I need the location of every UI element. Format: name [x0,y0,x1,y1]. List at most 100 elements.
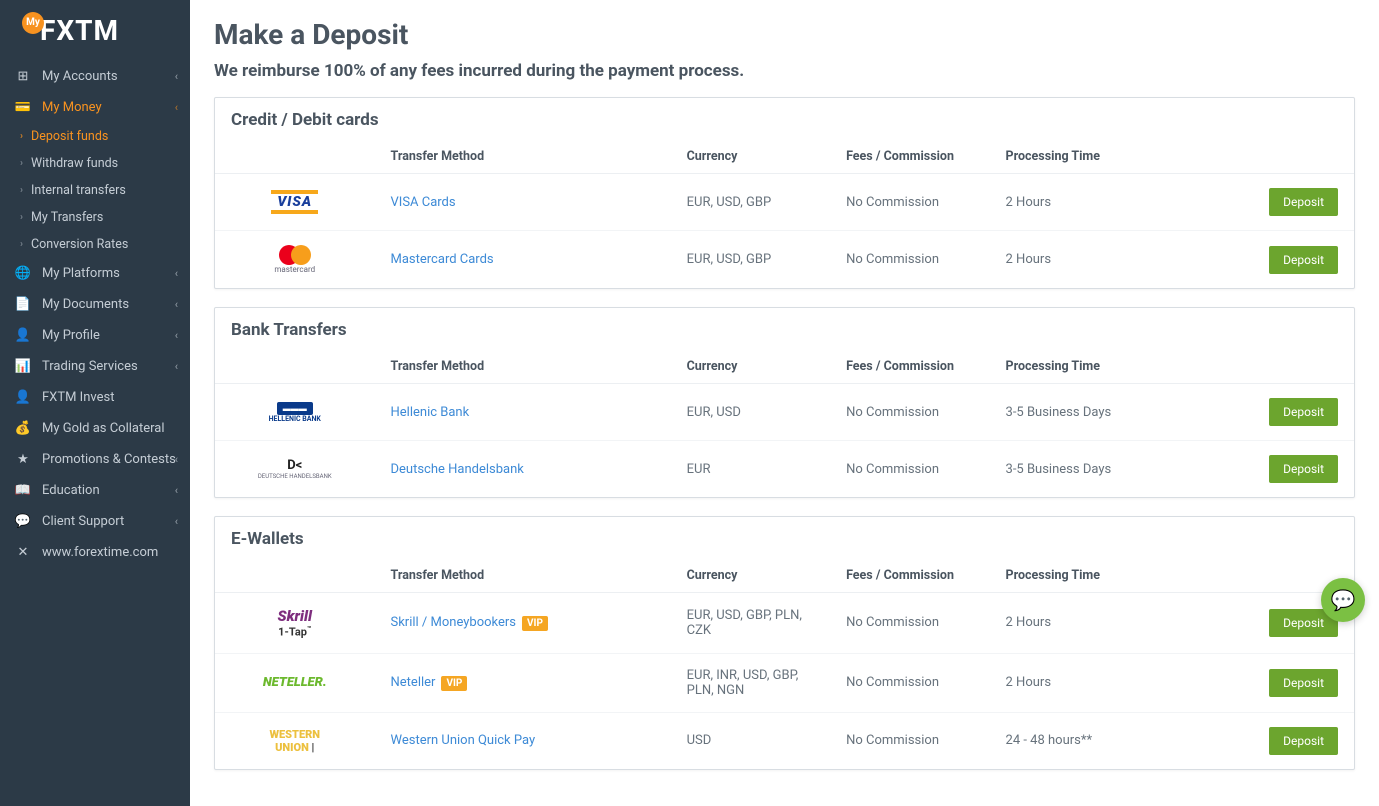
section-title: Bank Transfers [215,308,1354,350]
fees-cell: No Commission [830,174,989,231]
col-currency: Currency [671,350,830,384]
sidebar-item-gold[interactable]: 💰 My Gold as Collateral [0,413,190,444]
sidebar-item-label: My Documents [42,297,129,312]
table-row: WESTERNUNION | Western Union Quick Pay USD… [215,712,1354,769]
star-icon: ★ [14,452,32,467]
sidebar-item-platforms[interactable]: 🌐My Platforms‹ [0,258,190,289]
chevron-left-icon: ‹ [175,484,178,497]
section-title: E-Wallets [215,517,1354,559]
currency-cell: USD [671,712,830,769]
payment-method-link[interactable]: VISA Cards [391,195,456,210]
col-currency: Currency [671,140,830,174]
time-cell: 2 Hours [990,653,1218,712]
profile-icon: 👤 [14,328,32,343]
sidebar-subitem-label: My Transfers [31,210,103,225]
table-row: VISAVISA CardsEUR, USD, GBPNo Commission… [215,174,1354,231]
deposit-button[interactable]: Deposit [1269,455,1338,483]
education-icon: 📖 [14,483,32,498]
deposit-button[interactable]: Deposit [1269,188,1338,216]
payment-method-link[interactable]: Western Union Quick Pay [391,733,536,748]
col-fees: Fees / Commission [830,140,989,174]
currency-cell: EUR, USD, GBP [671,231,830,289]
section-title: Credit / Debit cards [215,98,1354,140]
payment-logo: ▬▬▬HELLENIC BANK [231,402,359,423]
col-method: Transfer Method [375,140,671,174]
sidebar-item-support[interactable]: 💬Client Support‹ [0,506,190,537]
sidebar-subitem[interactable]: ›My Transfers [0,204,190,231]
table-row: Skrill 1-Tap™ Skrill / Moneybookers VIP EUR… [215,593,1354,654]
payment-logo: D<DEUTSCHE HANDELSBANK [231,458,359,480]
payment-logo: WESTERNUNION | [231,728,359,754]
sidebar-item-invest[interactable]: 👤FXTM Invest [0,382,190,413]
page-subtitle: We reimburse 100% of any fees incurred d… [214,61,1355,81]
payment-method-link[interactable]: Skrill / Moneybookers [391,615,517,630]
fees-cell: No Commission [830,593,989,654]
payment-method-link[interactable]: Deutsche Handelsbank [391,462,524,477]
payment-method-link[interactable]: Neteller [391,675,436,690]
sidebar-item-education[interactable]: 📖 Education ‹ [0,475,190,506]
currency-cell: EUR [671,441,830,498]
sidebar-item-accounts[interactable]: ⊞ My Accounts ‹ [0,61,190,92]
sidebar-item-label: FXTM Invest [42,390,114,405]
time-cell: 2 Hours [990,231,1218,289]
gold-icon: 💰 [14,421,32,436]
table-row: NETELLER.NetellerVIPEUR, INR, USD, GBP, … [215,653,1354,712]
col-currency: Currency [671,559,830,593]
currency-cell: EUR, USD, GBP, PLN, CZK [671,593,830,654]
payment-table: Transfer MethodCurrencyFees / Commission… [215,559,1354,769]
deposit-button[interactable]: Deposit [1269,246,1338,274]
sidebar-item-star[interactable]: ★Promotions & Contests‹ [0,444,190,475]
col-timeca: Processing Time [990,350,1218,384]
money-icon: 💳 [14,100,32,115]
sidebar-subitem-label: Deposit funds [31,129,108,144]
main-content: Make a Deposit We reimburse 100% of any … [190,0,1379,806]
sidebar-item-label: Education [42,483,100,498]
chevron-right-icon: › [20,158,23,169]
logo-text: FXTM [40,14,119,47]
sidebar-subitem-label: Internal transfers [31,183,126,198]
sidebar-item-documents[interactable]: 📄My Documents‹ [0,289,190,320]
fees-cell: No Commission [830,712,989,769]
sidebar-subitem[interactable]: ›Withdraw funds [0,150,190,177]
sidebar-item-money[interactable]: 💳My Money‹ [0,92,190,123]
sidebar-item-profile[interactable]: 👤My Profile‹ [0,320,190,351]
fees-cell: No Commission [830,653,989,712]
sidebar-item-label: www.forextime.com [42,545,158,560]
chat-icon: 💬 [1331,588,1356,612]
col-method: Transfer Method [375,559,671,593]
table-row: ▬▬▬HELLENIC BANKHellenic BankEUR, USDNo … [215,384,1354,441]
table-row: mastercardMastercard CardsEUR, USD, GBPN… [215,231,1354,289]
sidebar-item-label: My Accounts [42,69,118,84]
logo[interactable]: My FXTM [0,0,190,61]
payment-logo: NETELLER. [231,675,359,690]
time-cell: 3-5 Business Days [990,441,1218,498]
payment-logo: Skrill 1-Tap™ [231,607,359,639]
sidebar-item-label: Trading Services [42,359,138,374]
payment-method-link[interactable]: Hellenic Bank [391,405,470,420]
deposit-button[interactable]: Deposit [1269,398,1338,426]
fees-cell: No Commission [830,231,989,289]
accounts-icon: ⊞ [14,69,32,84]
time-cell: 3-5 Business Days [990,384,1218,441]
chat-button[interactable]: 💬 [1321,578,1365,622]
deposit-button[interactable]: Deposit [1269,669,1338,697]
globe-icon: ✕ [14,545,32,560]
time-cell: 2 Hours [990,593,1218,654]
chevron-left-icon: ‹ [175,70,178,83]
sidebar-subitem[interactable]: ›Internal transfers [0,177,190,204]
payment-section: Credit / Debit cardsTransfer MethodCurre… [214,97,1355,289]
payment-method-link[interactable]: Mastercard Cards [391,252,494,267]
vip-badge: VIP [522,616,548,631]
deposit-button[interactable]: Deposit [1269,727,1338,755]
chevron-left-icon: ‹ [175,101,178,114]
sidebar-subitem[interactable]: ›Conversion Rates [0,231,190,258]
chevron-right-icon: › [20,131,23,142]
sidebar-item-label: My Platforms [42,266,120,281]
sidebar-subitem-label: Conversion Rates [31,237,128,252]
sidebar: My FXTM ⊞My Accounts‹💳My Money‹›Deposit … [0,0,190,806]
sidebar-item-label: My Gold as Collateral [42,421,165,436]
sidebar-subitem[interactable]: › Deposit funds [0,123,190,150]
sidebar-item-trading[interactable]: 📊Trading Services‹ [0,351,190,382]
col-fees: Fees / Commission [830,559,989,593]
sidebar-item-globe[interactable]: ✕ www.forextime.com [0,537,190,568]
